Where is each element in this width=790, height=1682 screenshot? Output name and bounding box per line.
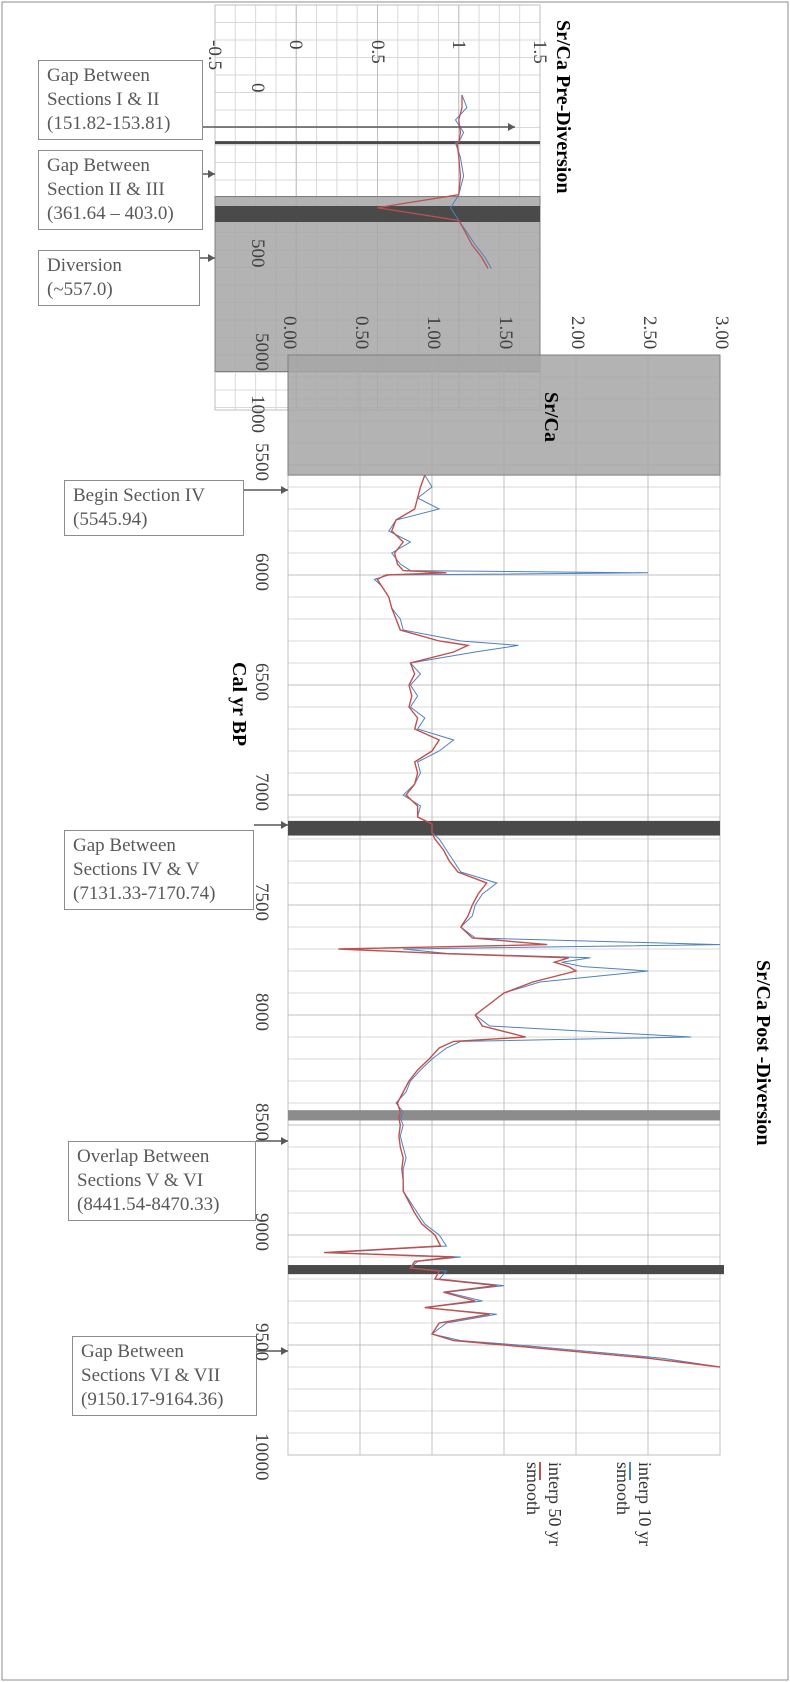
callout-overlap-5-6: Overlap Between Sections V & VI (8441.54… (68, 1141, 256, 1221)
post-y-tick-label: 0.00 (279, 316, 300, 350)
post-diversion-subtitle: Sr/Ca (540, 392, 562, 442)
legend-label: interp 10 yr smooth (613, 1462, 655, 1546)
callout-line: Sections I & II (47, 89, 160, 110)
callout-gap-4-5: Gap Between Sections IV & V (7131.33-717… (64, 830, 254, 910)
post-x-tick-label: 5500 (251, 443, 272, 481)
pre-y-tick-label: 1 (447, 40, 469, 50)
pre-y-tick-label: -0.5 (204, 40, 225, 71)
pre-y-tick-label: 1.5 (529, 40, 550, 64)
callout-line: Sections VI & VII (81, 1365, 221, 1386)
post-x-tick-label: 5000 (251, 333, 272, 371)
post-y-tick-label: 1.00 (423, 316, 444, 350)
callout-line: (8441.54-8470.33) (77, 1194, 220, 1215)
callout-line: (361.64 – 403.0) (47, 203, 174, 224)
callout-line: (5545.94) (73, 509, 148, 530)
post-y-tick-label: 3.00 (711, 316, 732, 350)
pre-x-tick-label: 0 (247, 83, 268, 93)
post-series-line (331, 474, 721, 1368)
diversion-band (214, 196, 541, 373)
callout-line: Diversion (47, 255, 122, 276)
gap-band-1-2 (215, 141, 540, 145)
post-y-tick-label: 2.50 (639, 316, 660, 350)
post-x-tick-label: 8500 (251, 1103, 272, 1141)
pre-section-shade (287, 354, 721, 476)
gap-band-4-5 (288, 820, 720, 836)
x-axis-title: Cal yr BP (228, 662, 250, 747)
callout-line: Begin Section IV (73, 485, 205, 506)
callout-arrow-head (508, 123, 515, 131)
callout-line: Overlap Between (77, 1146, 210, 1167)
callout-line: (151.82-153.81) (47, 113, 171, 134)
gap-band-6-7 (288, 1265, 724, 1275)
callout-gap-2-3: Gap Between Section II & III (361.64 – 4… (38, 150, 203, 230)
callout-line: Gap Between (47, 65, 150, 86)
pre-y-tick-label: 0.5 (366, 40, 388, 64)
callout-line: Sections IV & V (73, 859, 200, 880)
post-x-tick-label: 10000 (251, 1433, 272, 1481)
overlap-band-5-6 (288, 1110, 720, 1121)
callout-gap-1-2: Gap Between Sections I & II (151.82-153.… (38, 60, 203, 140)
post-x-tick-label: 6500 (251, 663, 272, 701)
callout-line: Gap Between (81, 1341, 184, 1362)
post-x-tick-label: 7000 (251, 773, 272, 811)
post-x-tick-label: 8000 (251, 993, 272, 1031)
legend-label: interp 50 yr smooth (523, 1462, 565, 1546)
post-y-tick-label: 0.50 (351, 316, 372, 350)
callout-gap-6-7: Gap Between Sections VI & VII (9150.17-9… (72, 1336, 257, 1416)
callout-arrow-head (208, 254, 215, 262)
callout-arrow-head (281, 486, 288, 494)
gap-band-2-3 (215, 205, 540, 222)
callout-arrow-head (281, 821, 288, 829)
callout-line: (~557.0) (47, 279, 113, 300)
callout-begin-section-4: Begin Section IV (5545.94) (64, 480, 244, 536)
callout-line: (7131.33-7170.74) (73, 883, 216, 904)
post-x-tick-label: 9500 (251, 1323, 272, 1361)
post-y-tick-label: 2.00 (567, 316, 588, 350)
callout-line: Gap Between (73, 835, 176, 856)
pre-x-tick-label: 500 (247, 238, 268, 268)
post-x-tick-label: 9000 (251, 1213, 272, 1251)
callout-line: Sections V & VI (77, 1170, 204, 1191)
pre-y-tick-label: 0 (285, 40, 307, 50)
pre-series-line (450, 94, 492, 269)
callout-line: Section II & III (47, 179, 165, 200)
callout-arrow-head (208, 170, 215, 178)
callout-line: (9150.17-9164.36) (81, 1389, 224, 1410)
post-x-tick-label: 6000 (251, 553, 272, 591)
pre-x-tick-label: 1000 (247, 394, 268, 433)
post-series-line (323, 474, 721, 1368)
post-x-tick-label: 7500 (251, 883, 272, 921)
pre-diversion-title: Sr/Ca Pre-Diversion (552, 20, 574, 194)
callout-line: Gap Between (47, 155, 150, 176)
callout-diversion: Diversion (~557.0) (38, 250, 200, 306)
post-y-tick-label: 1.50 (495, 316, 516, 350)
pre-series-line (377, 95, 489, 269)
callout-arrow-head (281, 1347, 288, 1355)
post-diversion-title: Sr/Ca Post -Diversion (752, 960, 774, 1146)
callout-arrow-head (281, 1137, 288, 1145)
